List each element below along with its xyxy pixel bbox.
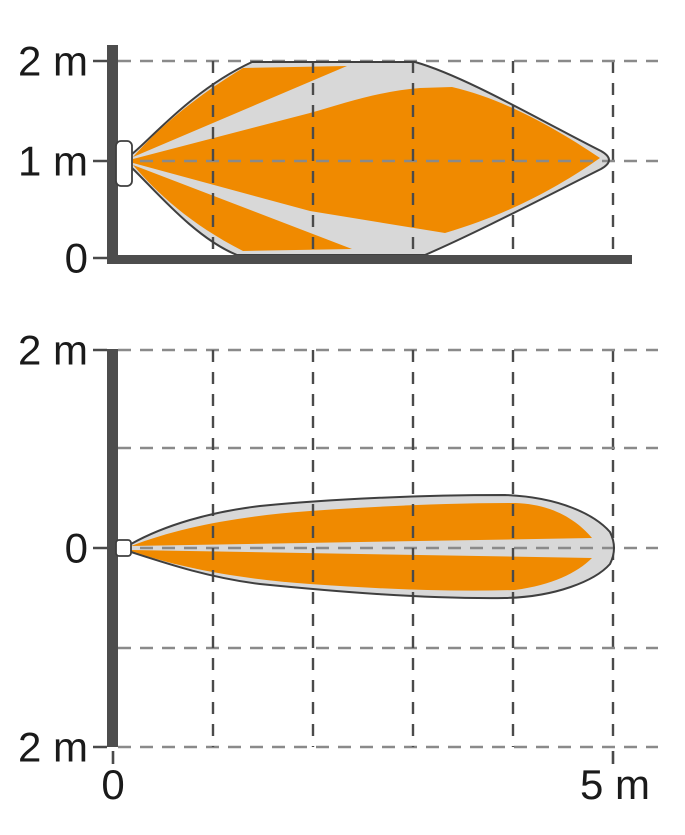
top-zone-upper-lobe (131, 503, 592, 546)
top-x-label-0: 0 (101, 761, 124, 808)
side-y-label-0: 0 (65, 235, 88, 282)
top-envelope-outline (130, 494, 615, 600)
side-view-chart: 2 m 1 m 0 (18, 38, 658, 282)
top-x-label-5m: 5 m (580, 761, 650, 808)
side-y-label-2m: 2 m (18, 38, 88, 85)
side-y-axis-ticks (93, 59, 107, 260)
top-y-label-2m-upper: 2 m (18, 327, 88, 374)
wall-top-view (107, 349, 118, 747)
side-envelope-outline (131, 61, 610, 256)
top-view-chart: 2 m 0 2 m 0 5 m (18, 327, 658, 808)
sensor-top-view (115, 539, 132, 557)
top-gridlines-vertical (211, 350, 515, 747)
side-zone-lower-finger (133, 165, 352, 251)
floor-side-view (107, 255, 632, 264)
side-gridlines-vertical (211, 61, 515, 255)
top-y-label-0: 0 (65, 525, 88, 572)
side-y-label-1m: 1 m (18, 138, 88, 185)
top-zone-lower-lobe (131, 550, 592, 591)
top-gridlines-horizontal (118, 348, 658, 749)
wall-side-view (107, 45, 118, 264)
sensor-side-view (115, 140, 133, 187)
top-y-label-2m-lower: 2 m (18, 724, 88, 771)
side-zone-upper-finger (133, 66, 347, 157)
top-axis-ticks (93, 348, 615, 764)
